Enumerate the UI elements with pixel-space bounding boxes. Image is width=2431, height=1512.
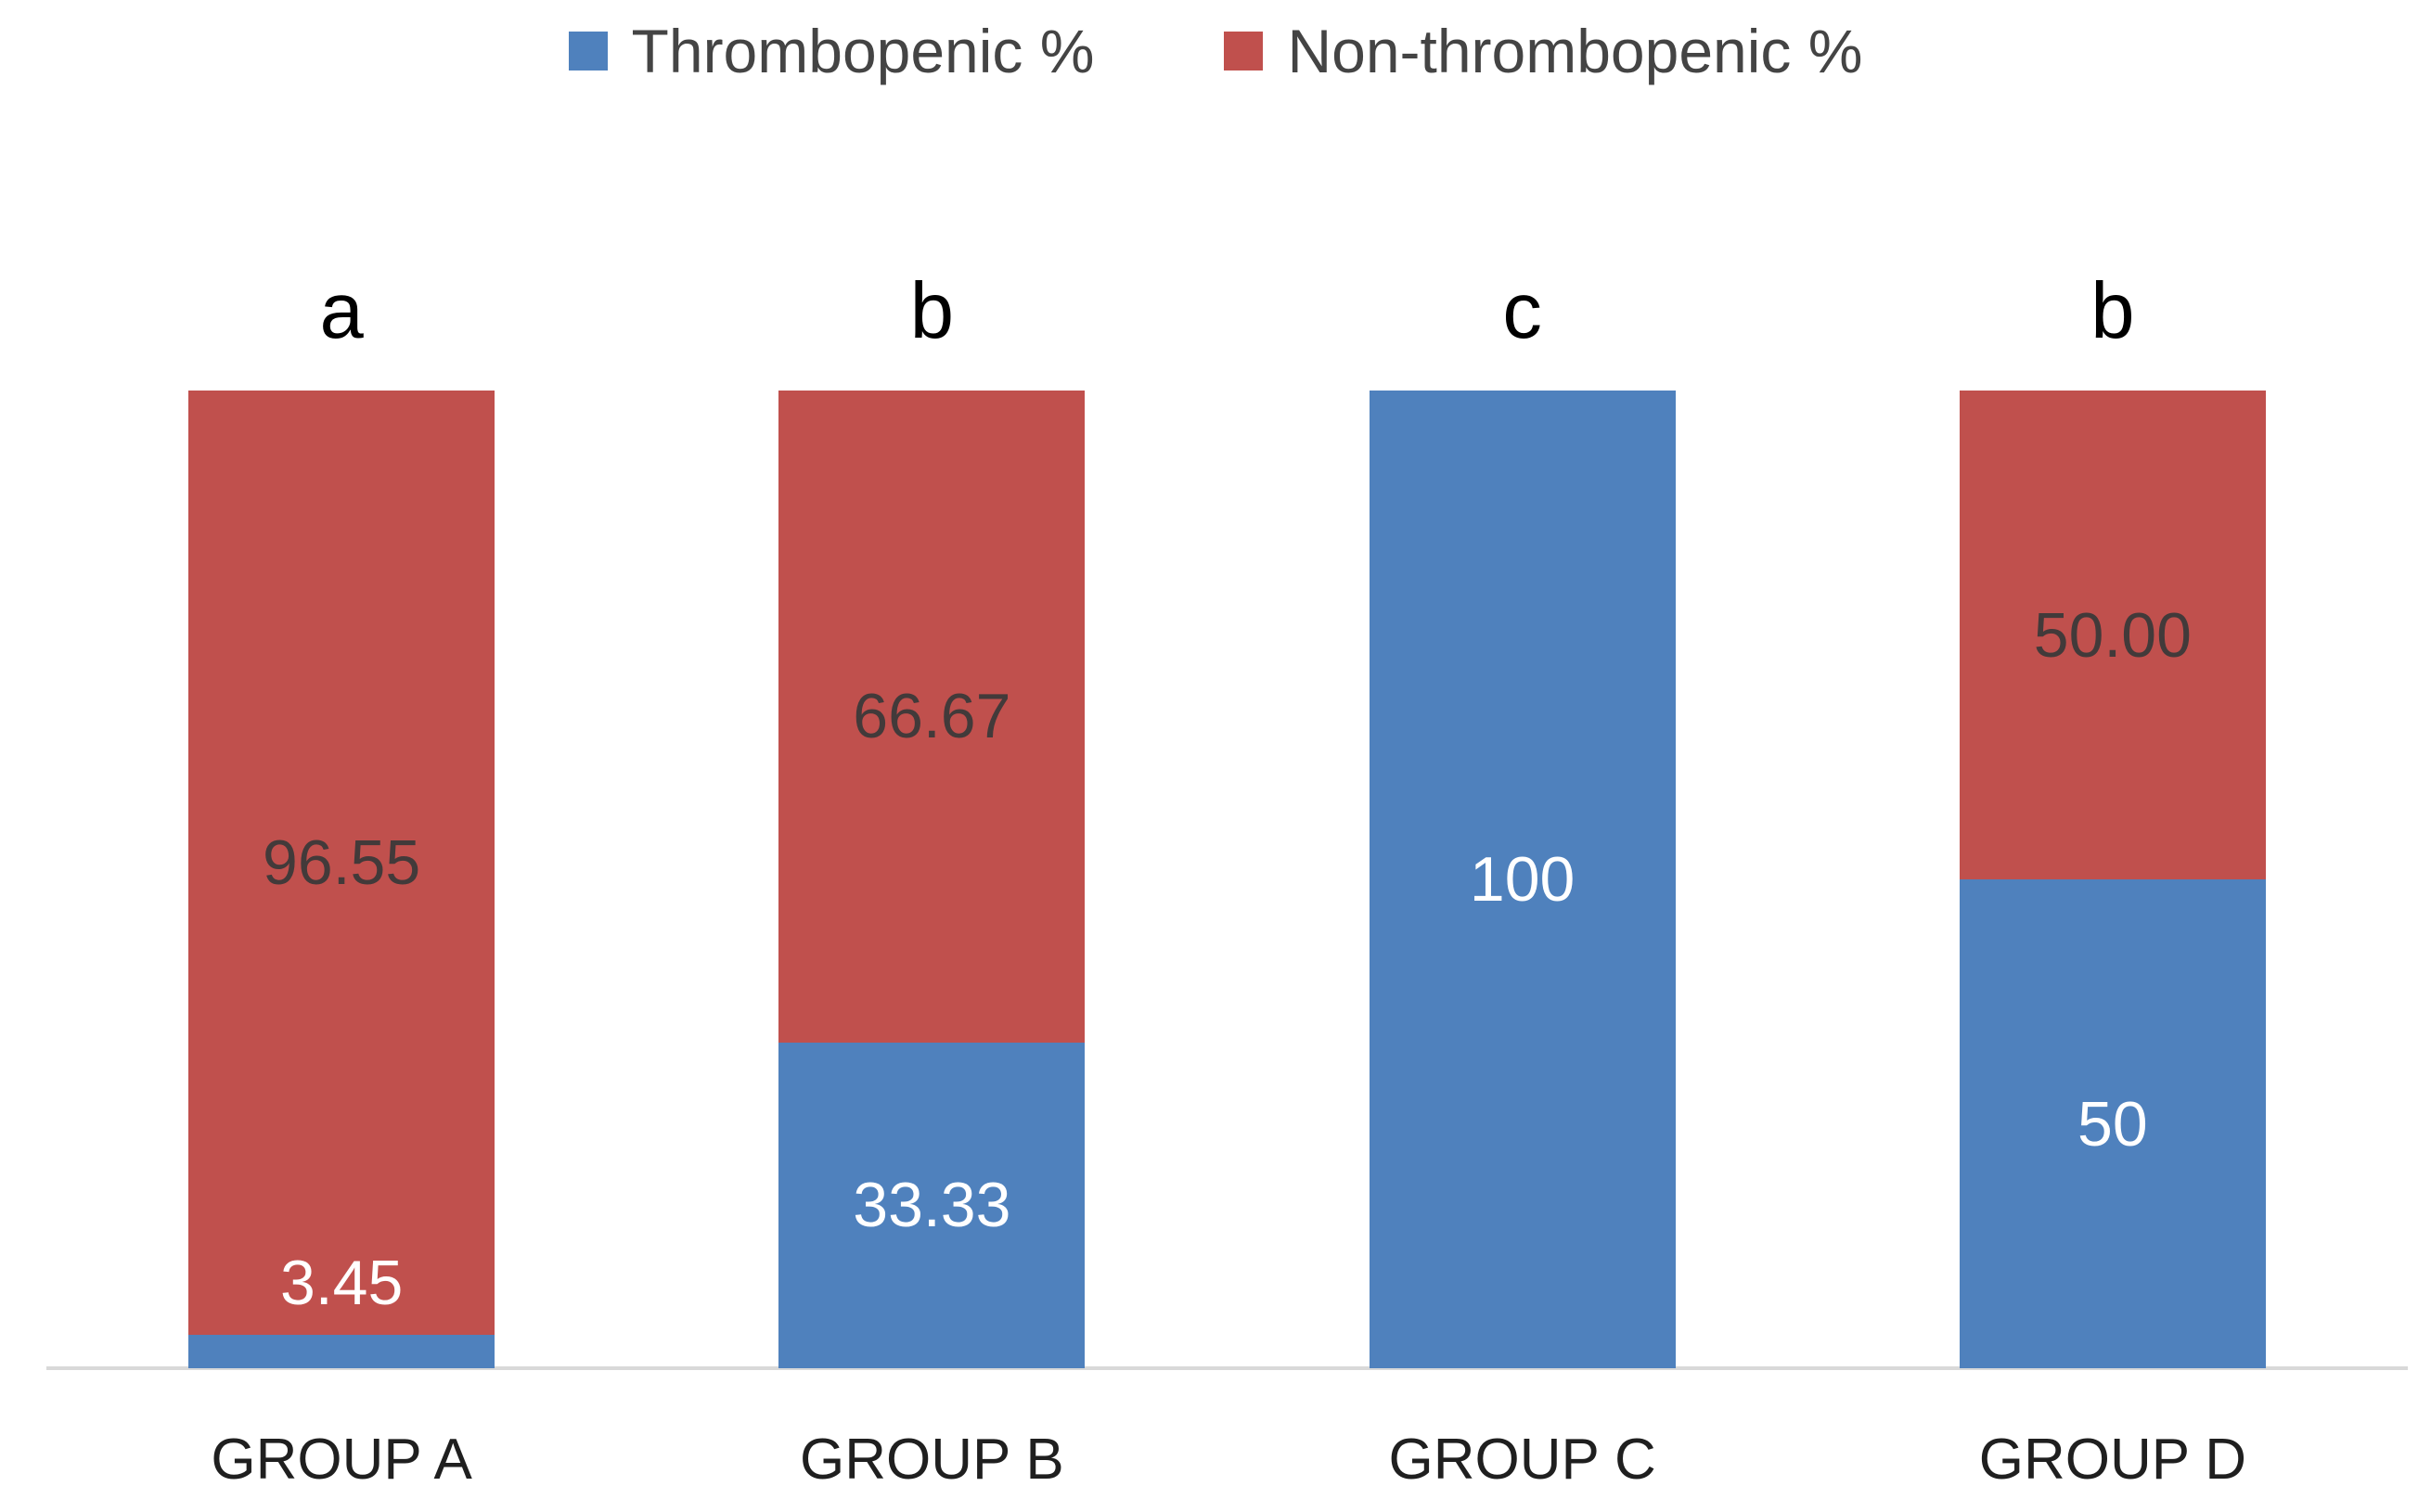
data-label-thrombopenic-group-a: 3.45 xyxy=(279,1247,404,1318)
legend-item-non-thrombopenic: Non-thrombopenic % xyxy=(1224,20,1862,82)
legend-swatch-thrombopenic xyxy=(568,32,608,70)
bar-group-b: 33.33 66.67 xyxy=(778,391,1086,1368)
significance-letter-group-c: c xyxy=(1502,267,1542,355)
category-label-group-c: GROUP C xyxy=(1388,1428,1656,1492)
bar-group-c: 100 xyxy=(1369,391,1676,1368)
legend-label-thrombopenic: Thrombopenic % xyxy=(631,17,1095,85)
chart-legend: Thrombopenic % Non-thrombopenic % xyxy=(0,20,2431,82)
segment-non-thrombopenic-group-d xyxy=(1959,391,2266,879)
segment-non-thrombopenic-group-a xyxy=(188,391,495,1335)
bar-group-a: 3.45 96.55 xyxy=(188,391,495,1368)
data-label-non-thrombopenic-group-d: 50.00 xyxy=(2033,599,2192,671)
legend-item-thrombopenic: Thrombopenic % xyxy=(568,17,1095,85)
data-label-thrombopenic-group-c: 100 xyxy=(1469,844,1576,915)
segment-thrombopenic-group-b xyxy=(778,1042,1086,1368)
category-label-group-d: GROUP D xyxy=(1978,1428,2246,1492)
segment-thrombopenic-group-a xyxy=(188,1334,495,1368)
significance-letter-group-b: b xyxy=(909,267,955,355)
category-label-group-b: GROUP B xyxy=(799,1428,1064,1492)
segment-thrombopenic-group-c xyxy=(1369,391,1676,1368)
legend-swatch-non-thrombopenic xyxy=(1224,32,1264,70)
segment-non-thrombopenic-group-b xyxy=(778,391,1086,1043)
category-label-group-a: GROUP A xyxy=(211,1428,472,1492)
x-axis-line xyxy=(46,1366,2408,1370)
bar-group-d: 50 50.00 xyxy=(1959,391,2266,1368)
significance-letter-group-a: a xyxy=(319,267,364,355)
data-label-thrombopenic-group-b: 33.33 xyxy=(853,1170,1011,1241)
data-label-thrombopenic-group-d: 50 xyxy=(2077,1088,2148,1160)
legend-label-non-thrombopenic: Non-thrombopenic % xyxy=(1287,17,1863,85)
data-label-non-thrombopenic-group-a: 96.55 xyxy=(263,826,421,898)
significance-letter-group-d: b xyxy=(2090,267,2135,355)
segment-thrombopenic-group-d xyxy=(1959,879,2266,1368)
data-label-non-thrombopenic-group-b: 66.67 xyxy=(853,681,1011,752)
